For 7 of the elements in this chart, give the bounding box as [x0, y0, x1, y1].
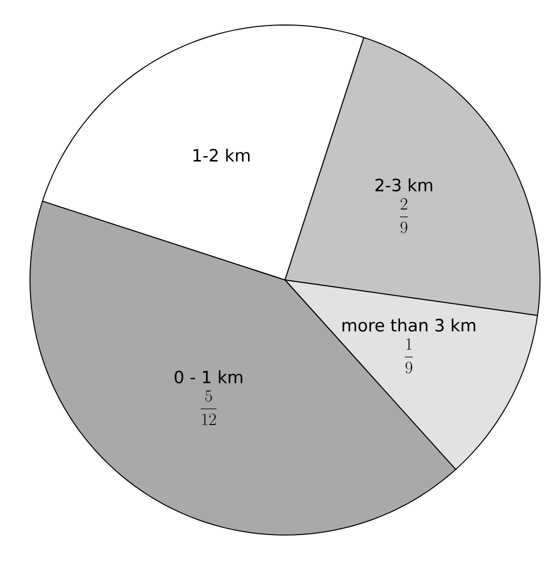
data-label: $\frac{5}{12}$	[200, 390, 217, 425]
data-label: $\frac{2}{9}$	[400, 198, 408, 234]
slice-label: 1-2 km	[194, 148, 250, 162]
slice-label: more than 3 km	[342, 318, 476, 332]
slice-label: 0 - 1 km	[174, 370, 242, 384]
data-label: $\frac{1}{9}$	[404, 338, 413, 374]
slice-label: 2-3 km	[375, 178, 432, 192]
